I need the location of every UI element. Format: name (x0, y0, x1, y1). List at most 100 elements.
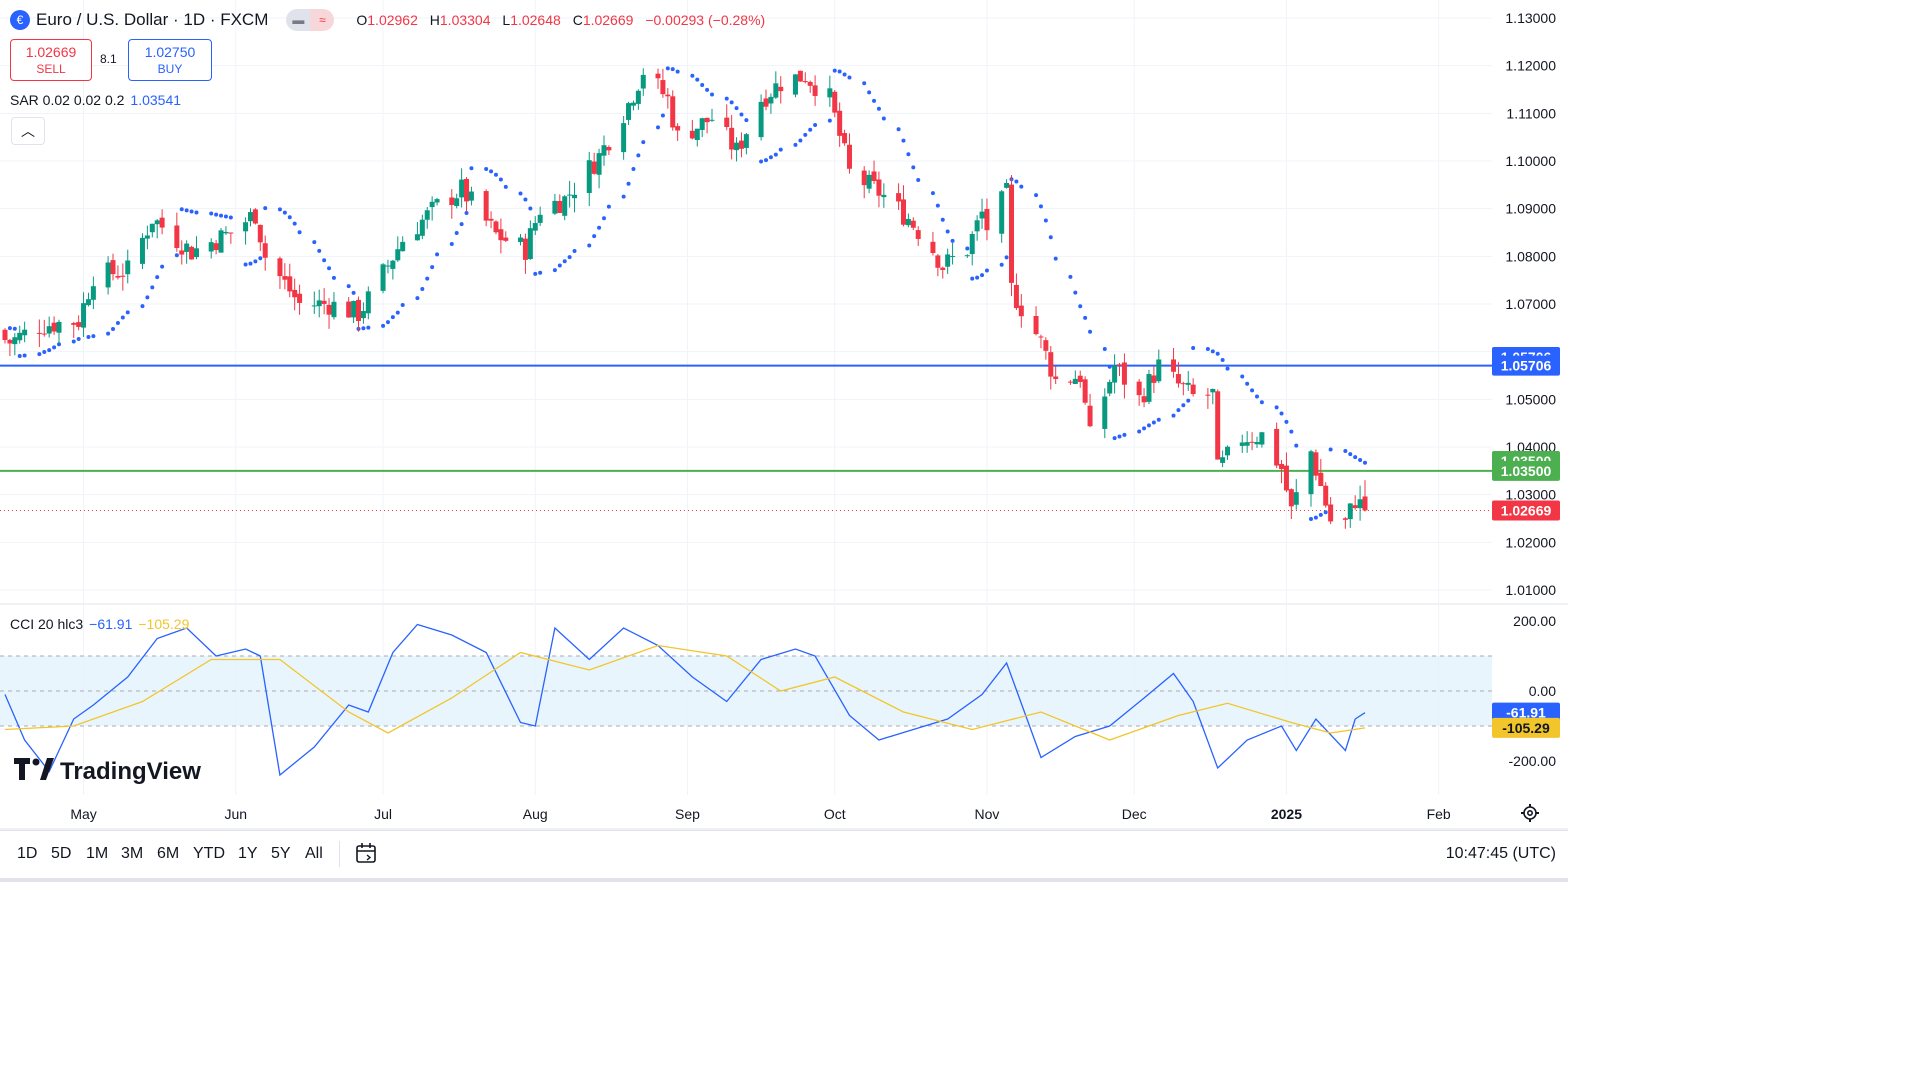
sell-button[interactable]: 1.02669 SELL (10, 39, 92, 81)
sar-dot (449, 241, 454, 246)
candle-body (999, 191, 1005, 234)
symbol-legend: € Euro / U.S. Dollar · 1D · FXCM ▬ ≈ O1.… (10, 8, 765, 32)
sar-dot (498, 177, 503, 182)
candle-body (81, 303, 87, 328)
sar-dot (150, 285, 155, 290)
market-status-pill[interactable]: ▬ ≈ (286, 9, 335, 31)
ohlc-values: O1.02962 H1.03304 L1.02648 C1.02669 −0.0… (348, 12, 765, 28)
sar-dot (1245, 381, 1250, 386)
settings-gear-icon[interactable] (1520, 803, 1540, 823)
sar-dot (287, 215, 292, 220)
candle-body (1013, 284, 1019, 309)
candle-body (419, 219, 425, 236)
candle-body (984, 208, 990, 231)
sar-dot (76, 336, 81, 341)
candle-body (144, 235, 150, 239)
sar-dot (277, 207, 282, 212)
candle-body (866, 174, 872, 189)
candle-body (773, 83, 779, 98)
sar-dot (1210, 349, 1215, 354)
sar-dot (174, 253, 179, 258)
cci-ma-value: −105.29 (138, 616, 190, 632)
sar-dot (1279, 411, 1284, 416)
cci-legend[interactable]: CCI 20 hlc3 −61.91 −105.29 (10, 616, 189, 632)
candle-body (385, 265, 391, 267)
price-tick-label: 1.07000 (1505, 296, 1556, 312)
candle-body (1053, 376, 1059, 379)
logo-text: TradingView (60, 757, 201, 785)
sar-dot (395, 310, 400, 315)
timeframe-ytd[interactable]: YTD (193, 845, 225, 862)
time-tick-label: Jul (374, 806, 392, 822)
time-tick-label: Dec (1122, 806, 1147, 822)
candle-body (896, 193, 902, 202)
sar-dot (420, 286, 425, 291)
timeframe-3m[interactable]: 3M (121, 845, 144, 862)
timeframe-1m[interactable]: 1M (86, 845, 109, 862)
price-tick-label: 1.05000 (1505, 391, 1556, 407)
sar-dot (322, 258, 327, 263)
sar-dot (842, 72, 847, 77)
candle-body (738, 140, 744, 149)
chevron-up-icon: ︿ (21, 123, 35, 139)
minus-icon[interactable]: ▬ (286, 9, 311, 31)
open-value: 1.02962 (367, 12, 418, 28)
time-axis[interactable]: May Jun Jul Aug Sep Oct Nov Dec 2025 Feb (70, 806, 1451, 822)
buy-button[interactable]: 1.02750 BUY (128, 39, 212, 81)
timeframe-5d[interactable]: 5D (51, 845, 72, 862)
timeframe-5y[interactable]: 5Y (271, 845, 291, 862)
candle-body (621, 123, 627, 153)
cci-axis[interactable]: 200.00 0.00 -200.00 -61.91-105.29 (1492, 613, 1560, 769)
chart-canvas[interactable]: 1.010001.020001.030001.040001.050001.060… (0, 0, 1568, 830)
collapse-legend-button[interactable]: ︿ (11, 117, 45, 145)
sar-dot (881, 116, 886, 121)
candle-body (380, 264, 386, 291)
sar-dot (970, 276, 975, 281)
sar-dot (425, 276, 430, 281)
sar-dot (1220, 358, 1225, 363)
sar-dot (759, 159, 764, 164)
candle-body (208, 242, 214, 252)
sar-dot (1004, 255, 1009, 260)
candle-body (729, 127, 735, 150)
tv-logo-icon (14, 756, 54, 787)
candle-body (488, 218, 494, 221)
tradingview-logo[interactable]: TradingView (14, 756, 201, 787)
candle-body (1259, 432, 1265, 445)
sar-dot (660, 113, 665, 118)
wave-icon[interactable]: ≈ (310, 9, 335, 31)
low-label: L (502, 12, 511, 28)
sar-dot (1107, 364, 1112, 369)
candle-body (1171, 359, 1177, 372)
sar-dot (1294, 443, 1299, 448)
candle-body (71, 323, 77, 325)
sar-dot (1259, 400, 1264, 405)
candle-body (871, 171, 877, 181)
candle-body (282, 276, 288, 280)
candle-body (1342, 518, 1348, 520)
candle-body (400, 241, 406, 252)
timeframe-1d[interactable]: 1D (17, 845, 38, 862)
sar-dot (601, 216, 606, 221)
sar-dot (1034, 193, 1039, 198)
candle-body (1362, 496, 1368, 511)
candle-body (1018, 305, 1024, 317)
candle-body (184, 243, 190, 252)
change-value: −0.00293 (−0.28%) (645, 12, 766, 28)
candle-body (316, 300, 322, 307)
utc-clock[interactable]: 10:47:45 (UTC) (1445, 845, 1556, 862)
sar-dot (896, 127, 901, 132)
timeframe-6m[interactable]: 6M (157, 845, 180, 862)
sar-dot (1318, 512, 1323, 517)
symbol-title[interactable]: Euro / U.S. Dollar · 1D · FXCM (36, 10, 269, 29)
candle-body (331, 301, 337, 318)
horizontal-lines[interactable] (0, 364, 1492, 511)
sar-dot (1078, 304, 1083, 309)
sar-dot (346, 284, 351, 289)
sar-legend[interactable]: SAR 0.02 0.02 0.2 1.03541 (10, 92, 181, 108)
timeframe-all[interactable]: All (305, 845, 323, 862)
timeframe-1y[interactable]: 1Y (238, 845, 258, 862)
calendar-icon[interactable] (354, 841, 378, 865)
price-tick-label: 1.01000 (1505, 582, 1556, 598)
sar-dot (813, 123, 818, 128)
